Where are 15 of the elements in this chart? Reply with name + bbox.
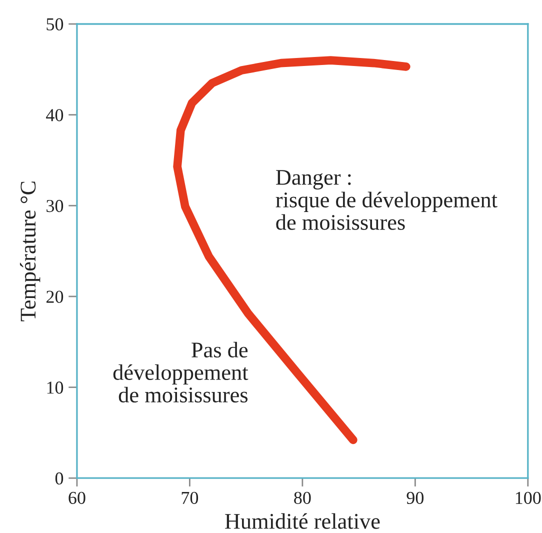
y-tick-label: 50 bbox=[46, 18, 64, 30]
y-tick-label: 40 bbox=[46, 109, 64, 122]
x-axis-title: Humidité relative bbox=[225, 513, 380, 529]
x-tick-label: 70 bbox=[182, 492, 198, 504]
y-tick-label: 0 bbox=[55, 472, 64, 485]
annotation: Pas de développement de moisissures bbox=[113, 342, 248, 402]
x-tick-label: 100 bbox=[516, 492, 541, 504]
y-tick-label: 30 bbox=[46, 200, 64, 212]
y-tick-label: 10 bbox=[47, 382, 64, 394]
y-tick-label: 20 bbox=[46, 290, 64, 303]
x-tick-label: 90 bbox=[406, 492, 424, 504]
x-tick-label: 60 bbox=[68, 492, 86, 504]
x-tick-label: 80 bbox=[294, 492, 311, 504]
y-axis-title: Température °C bbox=[20, 182, 40, 322]
annotation: Danger : risque de développement de moisissures bbox=[276, 170, 498, 230]
